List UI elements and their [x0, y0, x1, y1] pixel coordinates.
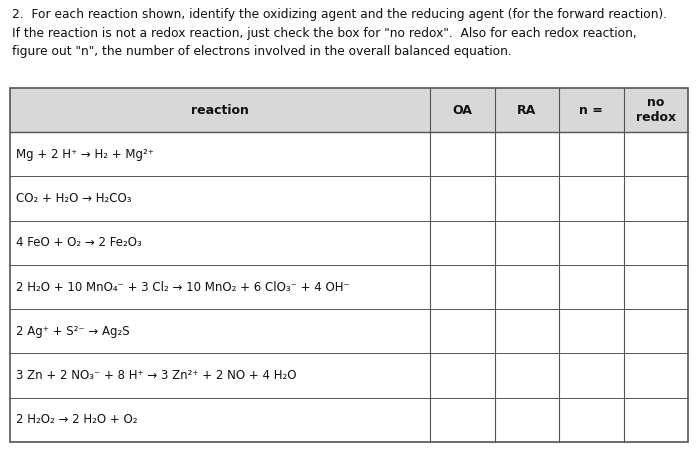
Text: OA: OA	[453, 104, 473, 117]
Text: 4 FeO + O₂ → 2 Fe₂O₃: 4 FeO + O₂ → 2 Fe₂O₃	[16, 236, 141, 249]
Bar	[10, 88, 688, 442]
Text: n =: n =	[580, 104, 603, 117]
Text: reaction: reaction	[191, 104, 249, 117]
Text: no
redox: no redox	[636, 96, 676, 124]
Bar	[10, 88, 688, 132]
Text: 2 Ag⁺ + S²⁻ → Ag₂S: 2 Ag⁺ + S²⁻ → Ag₂S	[16, 325, 130, 338]
Text: 2.  For each reaction shown, identify the oxidizing agent and the reducing agent: 2. For each reaction shown, identify the…	[12, 8, 667, 58]
Text: 3 Zn + 2 NO₃⁻ + 8 H⁺ → 3 Zn²⁺ + 2 NO + 4 H₂O: 3 Zn + 2 NO₃⁻ + 8 H⁺ → 3 Zn²⁺ + 2 NO + 4…	[16, 369, 297, 382]
Text: RA: RA	[517, 104, 537, 117]
Text: 2 H₂O₂ → 2 H₂O + O₂: 2 H₂O₂ → 2 H₂O + O₂	[16, 414, 137, 426]
Text: Mg + 2 H⁺ → H₂ + Mg²⁺: Mg + 2 H⁺ → H₂ + Mg²⁺	[16, 148, 154, 161]
Text: CO₂ + H₂O → H₂CO₃: CO₂ + H₂O → H₂CO₃	[16, 192, 132, 205]
Text: 2 H₂O + 10 MnO₄⁻ + 3 Cl₂ → 10 MnO₂ + 6 ClO₃⁻ + 4 OH⁻: 2 H₂O + 10 MnO₄⁻ + 3 Cl₂ → 10 MnO₂ + 6 C…	[16, 280, 350, 293]
